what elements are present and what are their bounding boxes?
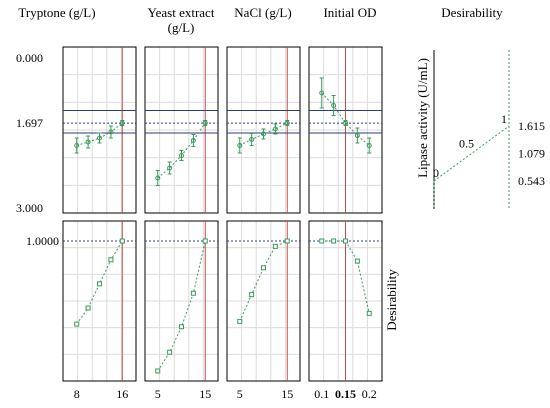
x-tick-label: 15 [199, 387, 211, 401]
factor-header-3: Initial OD [323, 5, 376, 20]
lipase-point [354, 133, 360, 138]
x-tick-label: 0.15 [335, 387, 356, 401]
x-tick-label: 0.2 [362, 387, 377, 401]
desirability-header: Desirability [441, 5, 503, 20]
desirability-point [354, 258, 360, 264]
factor-header-0: Tryptone (g/L) [18, 5, 95, 20]
plot-frame [144, 220, 219, 382]
lipase-point [97, 135, 102, 141]
x-tick-label: 15 [281, 387, 293, 401]
desirability-point [249, 292, 255, 298]
desirability-function-panel: 0 0.5 1 1.615 1.079 0.543 [433, 50, 545, 209]
ramp-tick-label: 0.5 [459, 137, 474, 151]
desirability-point [343, 238, 348, 244]
y-axis-labels: 0.000 1.697 3.000 1.0000 Lipase activity (U/… [16, 51, 430, 331]
ramp-value-label: 1.615 [518, 119, 545, 133]
lipase-ytick: 3.000 [16, 201, 43, 215]
desirability-point [319, 238, 325, 244]
lipase-point [190, 138, 196, 143]
lipase-point [319, 90, 325, 96]
lipase-point [155, 175, 161, 181]
desirability-point [261, 265, 266, 271]
lipase-point [366, 143, 372, 148]
lipase-point [202, 120, 208, 126]
desirability-point [85, 305, 91, 311]
ramp-value-label: 1.079 [518, 147, 545, 161]
factor-panel-0: 8 16 [62, 46, 137, 401]
desirability-point [74, 321, 80, 327]
desirability-plot [62, 220, 137, 382]
factor-panels: 8 16 5 15 5 15 0.1 0.15 0.2 [62, 46, 383, 401]
desirability-point [179, 324, 184, 330]
plot-frame [226, 220, 301, 382]
desirability-plot [308, 220, 383, 382]
ramp-value-label: 0.543 [518, 174, 545, 188]
desirability-plot [226, 220, 301, 382]
desirability-series-line [76, 240, 123, 325]
ramp-line [433, 125, 510, 182]
x-tick-label: 0.1 [314, 387, 329, 401]
lipase-series-line [321, 92, 370, 146]
desirability-series-line [157, 240, 206, 372]
column-headers: Tryptone (g/L) Yeast extract(g/L) NaCl (g/… [18, 5, 503, 35]
lipase-point [343, 120, 348, 126]
factor-panel-1: 5 15 [144, 46, 219, 401]
lipase-plot [62, 46, 137, 214]
lipase-point [237, 143, 243, 148]
plot-frame [144, 46, 219, 214]
desirability-point [108, 257, 114, 263]
lipase-ylabel: Lipase activity (U/mL) [415, 58, 430, 178]
lipase-point [179, 153, 184, 158]
factor-header-2: NaCl (g/L) [234, 5, 291, 20]
desirability-ramp-plot: 0 0.5 1 1.615 1.079 0.543 [433, 50, 545, 209]
lipase-point [85, 139, 91, 145]
ramp-tick-label: 0 [433, 166, 439, 180]
desirability-point [190, 290, 196, 296]
lipase-point [74, 143, 80, 148]
desirability-series-line [321, 240, 370, 314]
plot-frame [226, 46, 301, 214]
desirability-point [167, 349, 173, 355]
factor-header-1: (g/L) [168, 20, 195, 35]
factor-panel-3: 0.1 0.15 0.2 [308, 46, 383, 401]
lipase-plot [226, 46, 301, 214]
lipase-point [331, 103, 337, 108]
lipase-series-line [239, 122, 288, 146]
desirability-point [155, 368, 161, 374]
x-tick-label: 5 [155, 387, 161, 401]
desirability-point [202, 238, 208, 244]
desirability-point [97, 281, 102, 287]
desirability-point [284, 238, 290, 244]
x-tick-label: 8 [74, 387, 80, 401]
lipase-point [272, 126, 278, 132]
plot-frame [62, 46, 137, 214]
x-tick-label: 5 [237, 387, 243, 401]
desirability-point [366, 310, 372, 316]
desirability-point [119, 238, 125, 244]
lipase-point [284, 120, 290, 126]
lipase-point [249, 137, 255, 142]
lipase-plot [144, 46, 219, 214]
lipase-point [261, 131, 266, 137]
plot-frame [62, 220, 137, 382]
lipase-point [119, 120, 125, 126]
ramp-tick-label: 1 [501, 112, 507, 126]
lipase-point [108, 129, 114, 135]
desirability-series-line [239, 240, 288, 322]
desirability-ylabel: Desirability [384, 269, 399, 331]
lipase-ytick: 0.000 [16, 51, 43, 65]
lipase-ytick: 1.697 [16, 116, 43, 130]
factor-header-1: Yeast extract [148, 5, 215, 20]
desirability-point [272, 243, 278, 249]
desirability-point [331, 238, 337, 244]
desirability-ytick: 1.0000 [26, 234, 59, 248]
factor-panel-2: 5 15 [226, 46, 301, 401]
desirability-point [237, 318, 243, 324]
x-tick-label: 16 [116, 387, 128, 401]
lipase-plot [308, 46, 383, 214]
desirability-plot [144, 220, 219, 382]
lipase-point [167, 165, 173, 171]
